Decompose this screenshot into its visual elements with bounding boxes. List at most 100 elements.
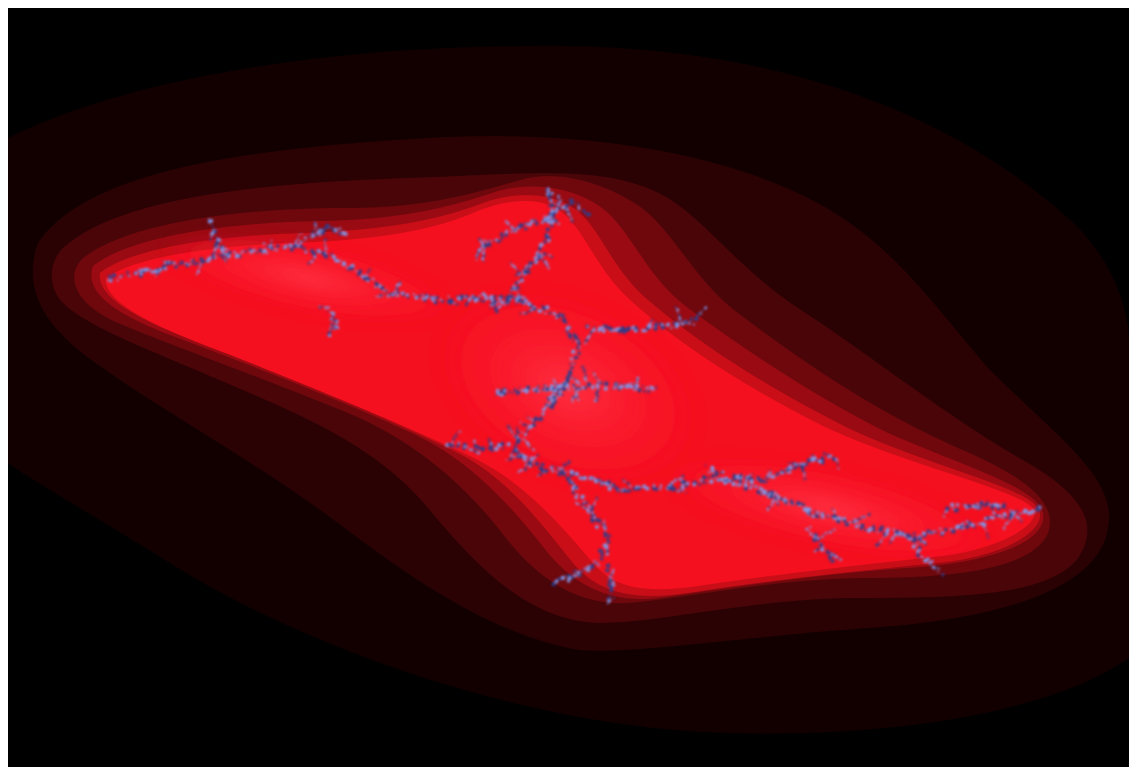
filament-twig (604, 526, 607, 529)
filament-speck (829, 551, 832, 555)
filament-speck (587, 505, 591, 508)
filament-speck (526, 301, 532, 307)
filament-speck (795, 467, 798, 470)
filament-speck (611, 329, 615, 333)
filament-speck (1036, 508, 1041, 512)
filament-speck (767, 478, 770, 481)
filament-speck (860, 523, 865, 528)
filament-twig (266, 244, 268, 247)
filament-twig (379, 294, 382, 297)
filament-twig (967, 520, 971, 524)
filament-twig (862, 515, 866, 518)
filament-twig (516, 429, 519, 432)
filament-speck (918, 536, 923, 541)
filament-speck (577, 202, 580, 206)
filament-twig (580, 504, 583, 507)
filament-speck (551, 402, 555, 406)
filament-speck (595, 383, 600, 388)
filament-twig (481, 257, 485, 261)
filament-speck (590, 509, 593, 512)
filament-twig (574, 378, 577, 381)
filament-speck (217, 245, 220, 249)
filament-speck (500, 235, 504, 239)
filament-speck (530, 261, 534, 264)
filament-twig (395, 283, 399, 287)
filament-twig (691, 323, 693, 325)
filament-speck (815, 459, 819, 462)
filament-speck (704, 464, 707, 467)
filament-twig (1003, 527, 1006, 530)
filament-twig (515, 455, 519, 459)
filament-speck (932, 566, 936, 570)
filament-speck (488, 446, 492, 451)
filament-speck (479, 300, 482, 302)
filament-twig (529, 222, 532, 225)
filament-twig (577, 575, 579, 577)
filament-twig (522, 311, 525, 314)
filament-speck (681, 486, 685, 490)
filament-speck (1022, 509, 1027, 514)
filament-speck (571, 349, 576, 354)
filament-twig (199, 265, 202, 268)
filament-speck (692, 483, 696, 487)
filament-speck (577, 351, 581, 355)
filament-speck (561, 386, 566, 392)
filament-speck (303, 247, 306, 251)
filament-speck (929, 564, 932, 567)
filament-speck (524, 463, 527, 466)
filament-twig (517, 289, 520, 292)
filament-twig (507, 425, 510, 428)
filament-twig (518, 294, 521, 297)
filament-speck (534, 306, 537, 308)
filament-speck (788, 465, 793, 470)
filament-speck (351, 266, 354, 269)
filament-twig (681, 474, 685, 478)
filament-speck (215, 240, 220, 245)
filament-twig (551, 397, 553, 399)
filament-speck (478, 248, 482, 252)
filament-twig (769, 505, 771, 508)
filament-speck (644, 329, 647, 333)
filament-twig (557, 194, 560, 196)
filament-twig (568, 211, 570, 214)
filament-speck (569, 473, 573, 477)
filament-speck (660, 325, 665, 330)
filament-speck (316, 250, 319, 254)
filament-twig (864, 516, 867, 518)
filament-speck (633, 388, 636, 392)
filament-speck (601, 328, 606, 333)
filament-speck (572, 385, 575, 388)
filament-speck (652, 484, 656, 487)
filament-twig (534, 259, 537, 262)
filament-twig (597, 479, 600, 482)
filament-twig (676, 308, 680, 312)
filament-speck (699, 478, 703, 482)
filament-twig (616, 490, 619, 493)
filament-speck (821, 515, 825, 519)
filament-twig (674, 306, 677, 309)
filament-twig (510, 289, 513, 292)
filament-twig (322, 305, 325, 308)
filament-twig (816, 515, 820, 519)
filament-speck (126, 270, 129, 274)
filament-twig (493, 298, 496, 301)
filament-speck (918, 556, 921, 559)
filament-speck (980, 521, 986, 526)
filament-speck (533, 416, 538, 421)
filament-speck (500, 300, 504, 304)
filament-twig (922, 540, 926, 544)
filament-speck (583, 386, 588, 390)
filament-twig (699, 312, 702, 315)
filament-speck (1009, 513, 1014, 518)
filament-twig (767, 475, 769, 478)
filament-speck (265, 251, 269, 255)
filament-speck (571, 486, 575, 491)
filament-speck (575, 493, 579, 496)
filament-speck (520, 276, 523, 280)
filament-twig (992, 511, 996, 515)
filament-twig (443, 300, 445, 302)
filament-twig (161, 259, 164, 262)
filament-speck (716, 472, 719, 475)
filament-speck (538, 246, 541, 249)
filament-twig (677, 312, 679, 314)
